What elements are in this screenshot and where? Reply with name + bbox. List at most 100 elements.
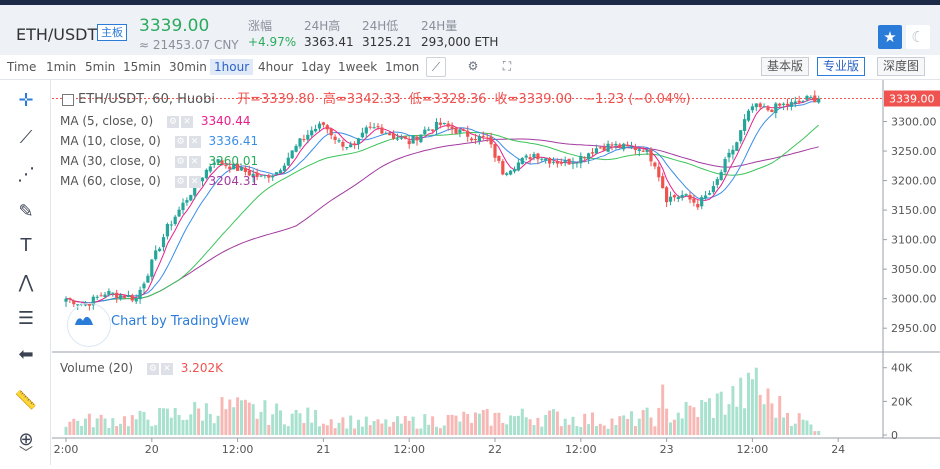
pair-name[interactable]: ETH/USDT xyxy=(16,25,98,44)
moon-icon[interactable]: ☾ xyxy=(906,25,930,49)
candle-body xyxy=(161,237,166,248)
star-icon[interactable]: ★ xyxy=(878,25,902,49)
candle-body xyxy=(707,193,712,195)
candle-body xyxy=(220,160,224,165)
volume-bar xyxy=(575,426,579,435)
chart-toolbar: Time 1min 5min 15min 30min 1hour 4hour 1… xyxy=(0,55,940,80)
candle-body xyxy=(505,173,509,175)
chevron-down-icon[interactable]: ﹀ xyxy=(19,446,33,462)
settings-icon[interactable]: ⚙ xyxy=(174,135,187,148)
candle-body xyxy=(735,142,739,151)
settings-icon[interactable]: ⚙ xyxy=(174,155,187,168)
volume-bar xyxy=(754,367,758,435)
text-tool-icon[interactable]: T xyxy=(20,235,32,256)
crosshair-icon[interactable]: ✛ xyxy=(18,90,34,111)
candle-body xyxy=(723,158,727,173)
close-icon[interactable]: ✕ xyxy=(188,135,201,148)
trend-line-icon[interactable]: ⟋ xyxy=(19,127,33,148)
close-icon[interactable]: ✕ xyxy=(188,155,201,168)
view-pro-button[interactable]: 专业版 xyxy=(817,57,866,76)
candle-body xyxy=(731,149,735,155)
volume-bar xyxy=(501,422,505,435)
view-depth-button[interactable]: 深度图 xyxy=(877,57,926,76)
volume-bar xyxy=(119,423,123,435)
volume-bar xyxy=(641,410,645,435)
timeframe-time[interactable]: Time xyxy=(7,60,37,74)
time-tick-label: 24 xyxy=(831,443,845,456)
candle-body xyxy=(111,292,115,294)
volume-bar xyxy=(770,403,774,435)
candle-body xyxy=(665,187,669,203)
close-icon[interactable]: ✕ xyxy=(181,115,194,128)
timeframe-1min[interactable]: 1min xyxy=(46,60,77,74)
volume-bar xyxy=(684,401,688,435)
timeframe-4hour[interactable]: 4hour xyxy=(258,60,294,74)
volume-bar xyxy=(805,420,809,435)
volume-name: Volume (20) xyxy=(60,361,134,375)
volume-bar xyxy=(247,402,251,435)
volume-bar xyxy=(626,418,630,435)
volume-bar xyxy=(708,398,711,435)
timeframe-1week[interactable]: 1week xyxy=(338,60,378,74)
volume-bar xyxy=(555,411,559,435)
volume-bar xyxy=(696,417,700,435)
pattern-tool-icon[interactable]: ⋀ xyxy=(18,272,34,293)
settings-icon[interactable]: ⚙ xyxy=(174,175,187,188)
candle-body xyxy=(739,130,743,142)
settings-icon[interactable]: ⚙ xyxy=(146,362,159,375)
chart-style-icon[interactable]: ⟋ xyxy=(426,57,446,77)
brush-icon[interactable]: ✎ xyxy=(18,201,34,222)
volume-bar xyxy=(224,409,228,435)
candle-body xyxy=(403,136,407,139)
timeframe-1day[interactable]: 1day xyxy=(301,60,331,74)
close-icon[interactable]: ✕ xyxy=(160,362,173,375)
volume-bar xyxy=(731,386,735,435)
candle-body xyxy=(142,283,146,289)
candle-body xyxy=(185,200,189,203)
volume-bar xyxy=(275,403,279,435)
candle-body xyxy=(271,175,275,178)
volume-tick-label: 0 xyxy=(891,429,898,442)
price-tick-label: 3050.00 xyxy=(891,263,937,276)
collapse-icon[interactable] xyxy=(62,93,74,106)
candle-body xyxy=(325,125,329,130)
ma-legend-60: MA (60, close, 0) ⚙ ✕ 3204.31 xyxy=(60,174,258,188)
volume-bar xyxy=(540,426,544,435)
back-arrow-icon[interactable]: ⬅ xyxy=(18,344,34,365)
volume-bar xyxy=(72,418,76,435)
timeframe-30min[interactable]: 30min xyxy=(169,60,207,74)
close-icon[interactable]: ✕ xyxy=(188,175,201,188)
fib-tool-icon[interactable]: ⋰ xyxy=(17,164,35,185)
ma-10-line xyxy=(65,100,819,304)
settings-icon[interactable]: ⚙ xyxy=(167,115,180,128)
volume-bar xyxy=(353,428,357,435)
ruler-icon[interactable]: 📏 xyxy=(14,390,38,411)
candle-body xyxy=(548,157,552,164)
price-chart-svg[interactable]: 2950.00 3000.00 3050.00 3100.00 3150.00 3200.… xyxy=(52,80,940,465)
ohlc-close-label: 收= xyxy=(494,92,519,107)
candle-body xyxy=(204,169,208,179)
fullscreen-icon[interactable]: ⛶ xyxy=(502,59,512,73)
volume-bar xyxy=(419,428,423,435)
volume-bar xyxy=(762,404,766,435)
view-basic-button[interactable]: 基本版 xyxy=(761,57,810,76)
volume-bar xyxy=(138,410,142,435)
chart-area[interactable]: 2950.00 3000.00 3050.00 3100.00 3150.00 3200.… xyxy=(52,80,940,465)
volume-bar xyxy=(704,401,708,435)
zoom-in-icon[interactable]: ⊕ xyxy=(18,429,34,450)
prediction-tool-icon[interactable]: ☰ xyxy=(17,308,35,329)
volume-value: 3.202K xyxy=(180,361,223,375)
settings-icon[interactable]: ⚙ xyxy=(467,59,479,73)
volume-bar xyxy=(318,426,321,435)
volume-bar xyxy=(193,401,197,435)
candle-body xyxy=(64,298,68,302)
timeframe-1mon[interactable]: 1mon xyxy=(385,60,420,74)
timeframe-15min[interactable]: 15min xyxy=(123,60,161,74)
candle-body xyxy=(575,162,579,164)
volume-bar xyxy=(466,414,470,435)
volume-bar xyxy=(594,426,598,435)
time-tick-label: 12:00 xyxy=(222,443,254,456)
timeframe-5min[interactable]: 5min xyxy=(85,60,116,74)
timeframe-1hour[interactable]: 1hour xyxy=(210,59,254,75)
volume-bar xyxy=(240,400,243,435)
